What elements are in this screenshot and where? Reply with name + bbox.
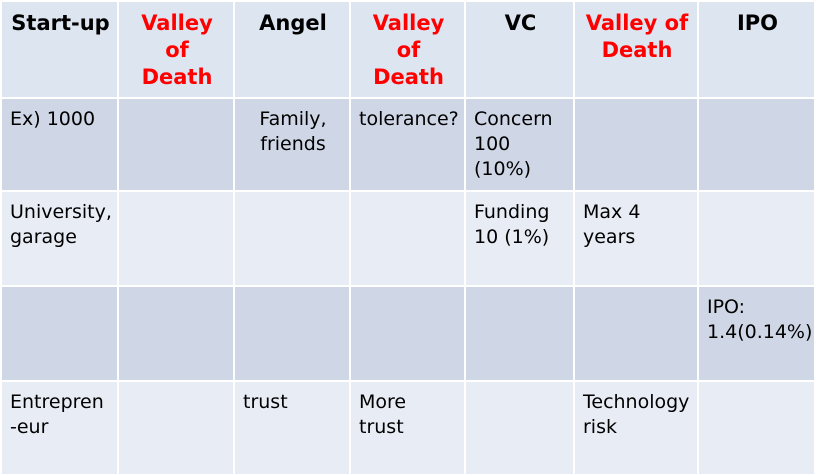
table-cell: Max 4 years [573,190,699,287]
table-cell [697,190,816,287]
table-cell [573,97,699,192]
header-cell: Valley of Death [117,0,235,99]
table-cell [349,190,466,287]
header-cell: Start-up [0,0,119,99]
table-cell: Entrepren -eur [0,380,119,476]
header-cell: Valley of Death [349,0,466,99]
table-cell: trust [233,380,351,476]
table-cell [117,380,235,476]
table-cell [349,285,466,382]
table-cell: IPO: 1.4(0.14%) [697,285,816,382]
table-cell: Family, friends [233,97,351,192]
table-cell: Funding 10 (1%) [464,190,575,287]
table-cell: Technology risk [573,380,699,476]
table-cell [117,285,235,382]
table-cell [573,285,699,382]
table-row: Entrepren -eur trust More trust Technology … [0,380,816,476]
table-cell: Ex) 1000 [0,97,119,192]
header-cell: Valley of Death [573,0,699,99]
table-cell: tolerance? [349,97,466,192]
table-cell: More trust [349,380,466,476]
table-cell: Concern 100 (10%) [464,97,575,192]
table-cell: University, garage [0,190,119,287]
table-cell [0,285,119,382]
table-cell [117,190,235,287]
table-cell [697,380,816,476]
table-cell [464,285,575,382]
header-row: Start-up Valley of Death Angel Valley of De… [0,0,816,99]
table-cell [697,97,816,192]
table-row: University, garage Funding 10 (1%) Max 4 y… [0,190,816,287]
header-cell: Angel [233,0,351,99]
table-row: IPO: 1.4(0.14%) [0,285,816,382]
table-cell [464,380,575,476]
table-row: Ex) 1000 Family, friends tolerance? Concern… [0,97,816,192]
table-cell [233,190,351,287]
header-cell: IPO [697,0,816,99]
table-cell [233,285,351,382]
header-cell: VC [464,0,575,99]
table-cell [117,97,235,192]
